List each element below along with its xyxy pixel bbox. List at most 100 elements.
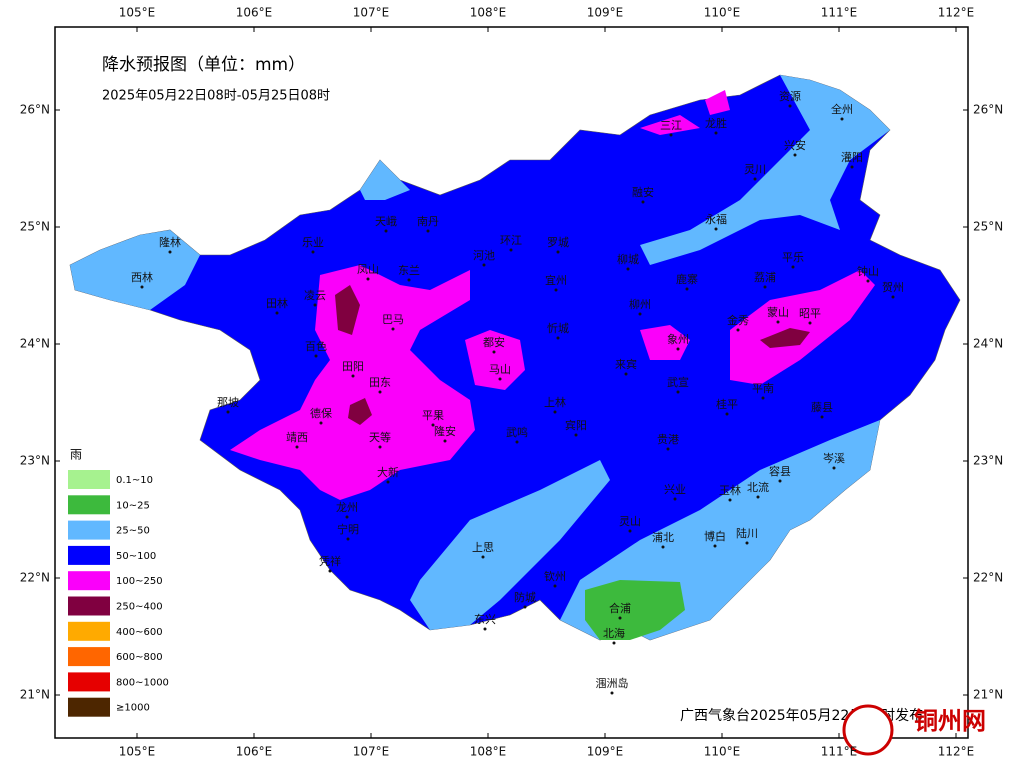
- city-dot: [761, 396, 765, 400]
- legend-swatch: [68, 697, 110, 717]
- lat-label: 26°N: [973, 103, 1003, 117]
- city-label: 灵川: [744, 163, 766, 176]
- city-label: 藤县: [811, 401, 833, 414]
- city-dot: [624, 372, 628, 376]
- lon-label: 105°E: [119, 6, 156, 20]
- city-label: 环江: [500, 234, 522, 247]
- city-dot: [612, 641, 616, 645]
- legend-label: 50~100: [116, 551, 156, 562]
- lon-label: 111°E: [821, 6, 858, 20]
- city-label: 融安: [632, 185, 654, 199]
- city-label: 上思: [472, 541, 494, 554]
- city-dot: [515, 440, 519, 444]
- city-label: 田林: [266, 296, 288, 310]
- city-dot: [676, 347, 680, 351]
- city-dot: [891, 295, 895, 299]
- city-label: 兴安: [784, 138, 806, 152]
- city-dot: [638, 312, 642, 316]
- city-dot: [736, 328, 740, 332]
- city-label: 田东: [369, 376, 391, 389]
- city-label: 乐业: [302, 236, 324, 249]
- city-label: 兴业: [664, 483, 686, 496]
- city-label: 那坡: [217, 396, 239, 409]
- city-dot: [553, 410, 557, 414]
- city-dot: [728, 498, 732, 502]
- city-label: 宜州: [545, 273, 567, 287]
- lon-label: 106°E: [236, 745, 273, 759]
- city-label: 防城: [514, 590, 536, 604]
- city-dot: [366, 277, 370, 281]
- city-dot: [666, 447, 670, 451]
- city-label: 蒙山: [767, 306, 789, 319]
- city-label: 天峨: [375, 215, 397, 228]
- lat-label: 24°N: [20, 337, 50, 351]
- city-label: 三江: [660, 119, 682, 132]
- legend-label: 800~1000: [116, 677, 169, 688]
- city-dot: [626, 267, 630, 271]
- city-label: 宁明: [337, 522, 359, 536]
- city-label: 陆川: [736, 526, 758, 540]
- lat-label: 26°N: [20, 103, 50, 117]
- area-100-250: [230, 265, 475, 500]
- city-dot: [676, 390, 680, 394]
- legend-label: 25~50: [116, 526, 150, 537]
- city-dot: [673, 497, 677, 501]
- map-title: 降水预报图（单位：mm）: [102, 55, 305, 75]
- city-label: 荔浦: [754, 271, 776, 284]
- city-label: 贵港: [657, 433, 679, 446]
- legend-swatch: [68, 520, 110, 540]
- city-dot: [498, 377, 502, 381]
- area-250-400: [760, 328, 810, 348]
- city-label: 象州: [667, 333, 689, 346]
- city-dot: [384, 229, 388, 233]
- city-dot: [763, 285, 767, 289]
- city-label: 岑溪: [823, 452, 845, 465]
- city-label: 钦州: [544, 570, 566, 583]
- city-dot: [556, 250, 560, 254]
- city-dot: [628, 529, 632, 533]
- legend-swatch: [68, 495, 110, 515]
- city-label: 田阳: [342, 360, 364, 373]
- city-dot: [523, 605, 527, 609]
- city-dot: [778, 479, 782, 483]
- city-label: 百色: [305, 339, 327, 353]
- city-dot: [554, 288, 558, 292]
- map-subtitle: 2025年05月22日08时-05月25日08时: [102, 89, 330, 104]
- lon-label: 110°E: [704, 6, 741, 20]
- city-label: 桂平: [716, 397, 738, 411]
- rain-areas: [69, 74, 961, 641]
- city-dot: [753, 177, 757, 181]
- city-label: 柳城: [617, 252, 639, 266]
- lat-label: 22°N: [20, 571, 50, 585]
- city-label: 北流: [747, 480, 769, 494]
- legend-label: 100~250: [116, 576, 163, 587]
- city-dot: [426, 229, 430, 233]
- city-dot: [328, 569, 332, 573]
- lon-label: 110°E: [704, 745, 741, 759]
- lat-label: 24°N: [973, 337, 1003, 351]
- city-dot: [346, 537, 350, 541]
- city-label: 大新: [377, 465, 399, 479]
- legend-swatch: [68, 596, 110, 616]
- city-dot: [407, 278, 411, 282]
- city-label: 马山: [489, 363, 511, 376]
- city-dot: [553, 584, 557, 588]
- legend-swatch: [68, 621, 110, 641]
- city-label: 靖西: [286, 431, 308, 444]
- lat-label: 23°N: [973, 454, 1003, 468]
- city-label: 凌云: [304, 288, 326, 302]
- city-dot: [168, 250, 172, 254]
- city-dot: [378, 390, 382, 394]
- lon-label: 108°E: [470, 745, 507, 759]
- city-dot: [610, 691, 614, 695]
- legend-label: 400~600: [116, 627, 163, 638]
- lat-label: 25°N: [973, 220, 1003, 234]
- city-dot: [808, 321, 812, 325]
- city-label: 容县: [769, 464, 791, 478]
- lon-label: 107°E: [353, 745, 390, 759]
- city-label: 永福: [705, 212, 727, 226]
- city-dot: [314, 354, 318, 358]
- city-dot: [345, 515, 349, 519]
- area-25-50: [640, 75, 890, 265]
- city-dot: [661, 545, 665, 549]
